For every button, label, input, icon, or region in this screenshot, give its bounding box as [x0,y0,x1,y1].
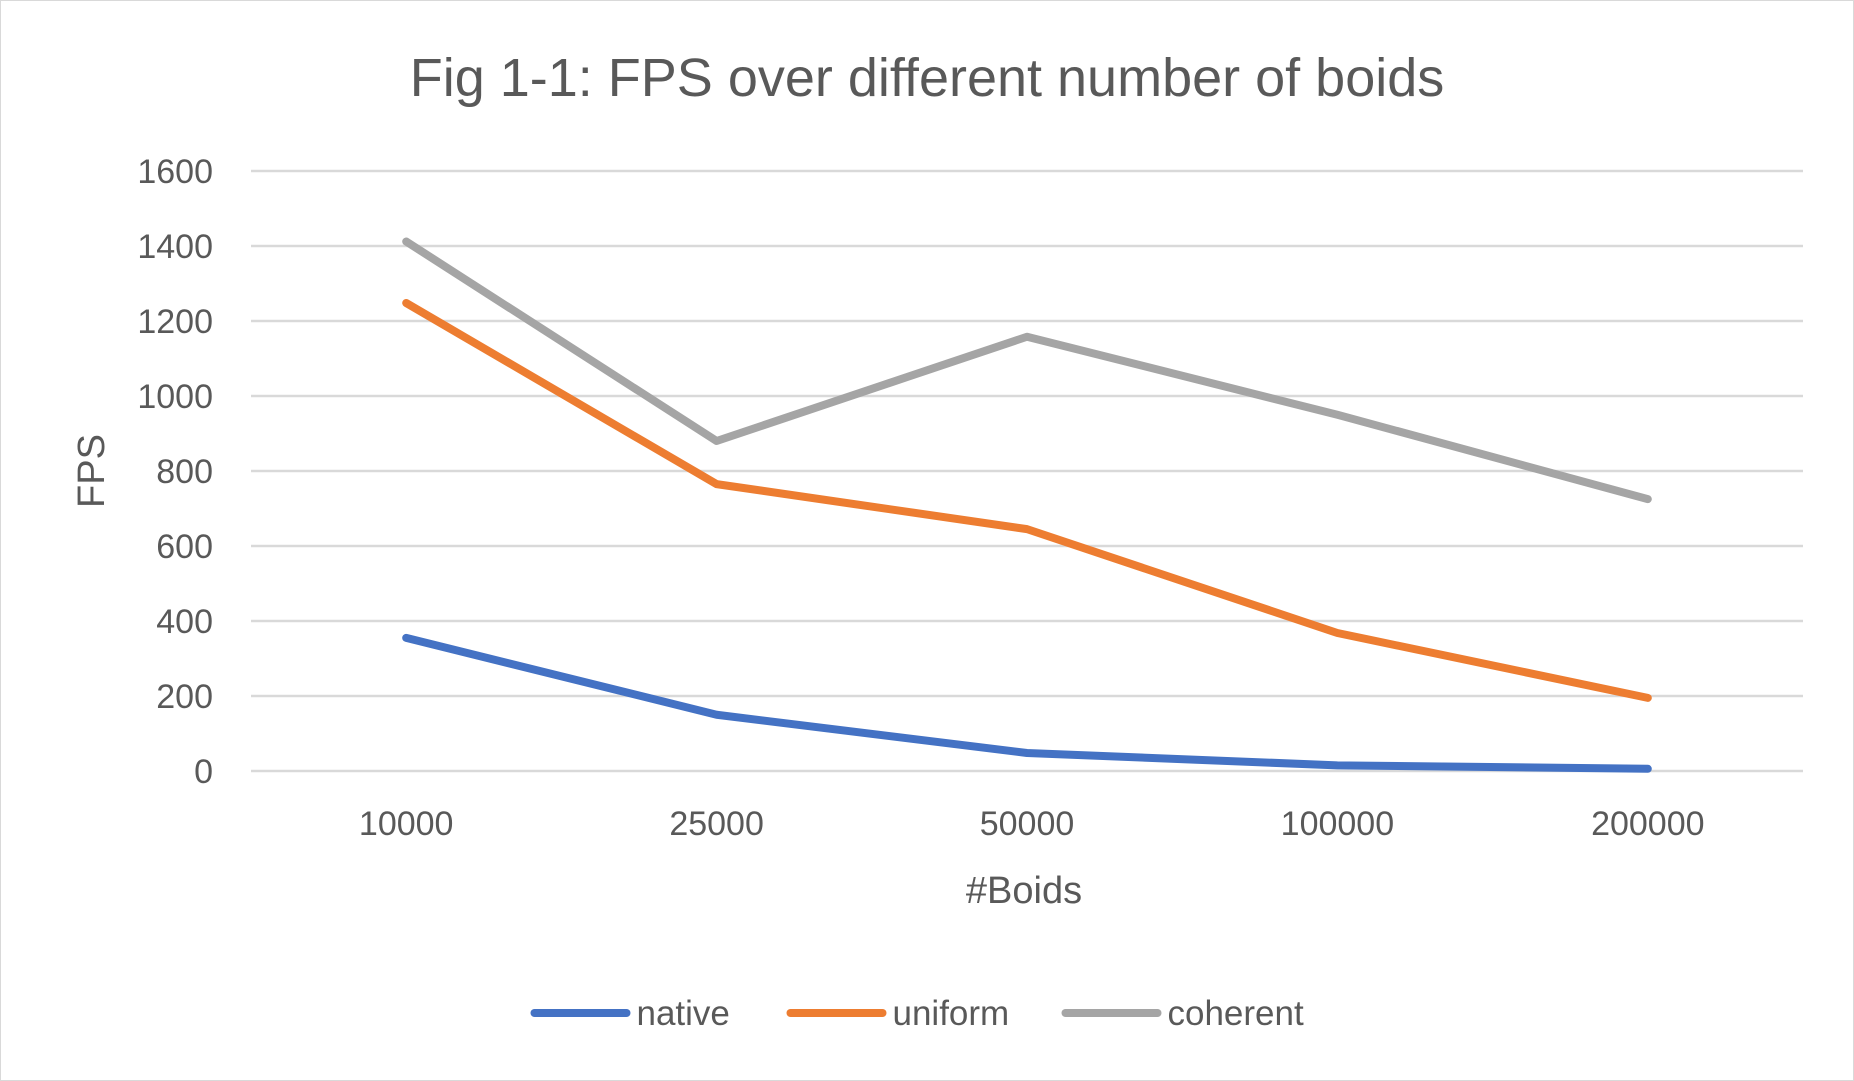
y-tick-label: 200 [156,678,213,716]
y-axis-title: FPS [71,434,113,508]
legend-item-coherent: coherent [1061,994,1304,1033]
x-tick-label: 50000 [980,805,1075,843]
y-tick-label: 0 [194,753,213,791]
gridlines [251,169,1803,773]
legend-label: coherent [1168,994,1304,1033]
x-axis-title: #Boids [966,870,1082,912]
y-tick-label: 1000 [137,378,213,416]
series-uniform [402,299,1652,702]
legend: native uniform coherent [530,994,1304,1033]
series-coherent [402,237,1652,504]
y-tick-label: 1600 [137,153,213,191]
y-tick-label: 800 [156,453,213,491]
y-tick-label: 400 [156,603,213,641]
series-line-coherent [402,237,1652,504]
x-tick-label: 10000 [359,805,454,843]
y-tick-label: 600 [156,528,213,566]
y-tick-label: 1400 [137,228,213,266]
series-lines [402,237,1652,773]
y-tick-label: 1200 [137,303,213,341]
legend-item-uniform: uniform [786,994,1010,1033]
x-tick-label: 100000 [1281,805,1394,843]
legend-label: native [637,994,730,1033]
chart-title: Fig 1-1: FPS over different number of bo… [410,48,1445,108]
legend-label: uniform [893,994,1010,1033]
legend-item-native: native [530,994,730,1033]
x-tick-label: 25000 [669,805,764,843]
series-native [402,633,1652,773]
x-axis-ticks: 10000 25000 50000 100000 200000 [359,805,1705,843]
x-tick-label: 200000 [1591,805,1704,843]
y-axis-ticks: 0 200 400 600 800 1000 1200 1400 1600 [137,153,213,791]
